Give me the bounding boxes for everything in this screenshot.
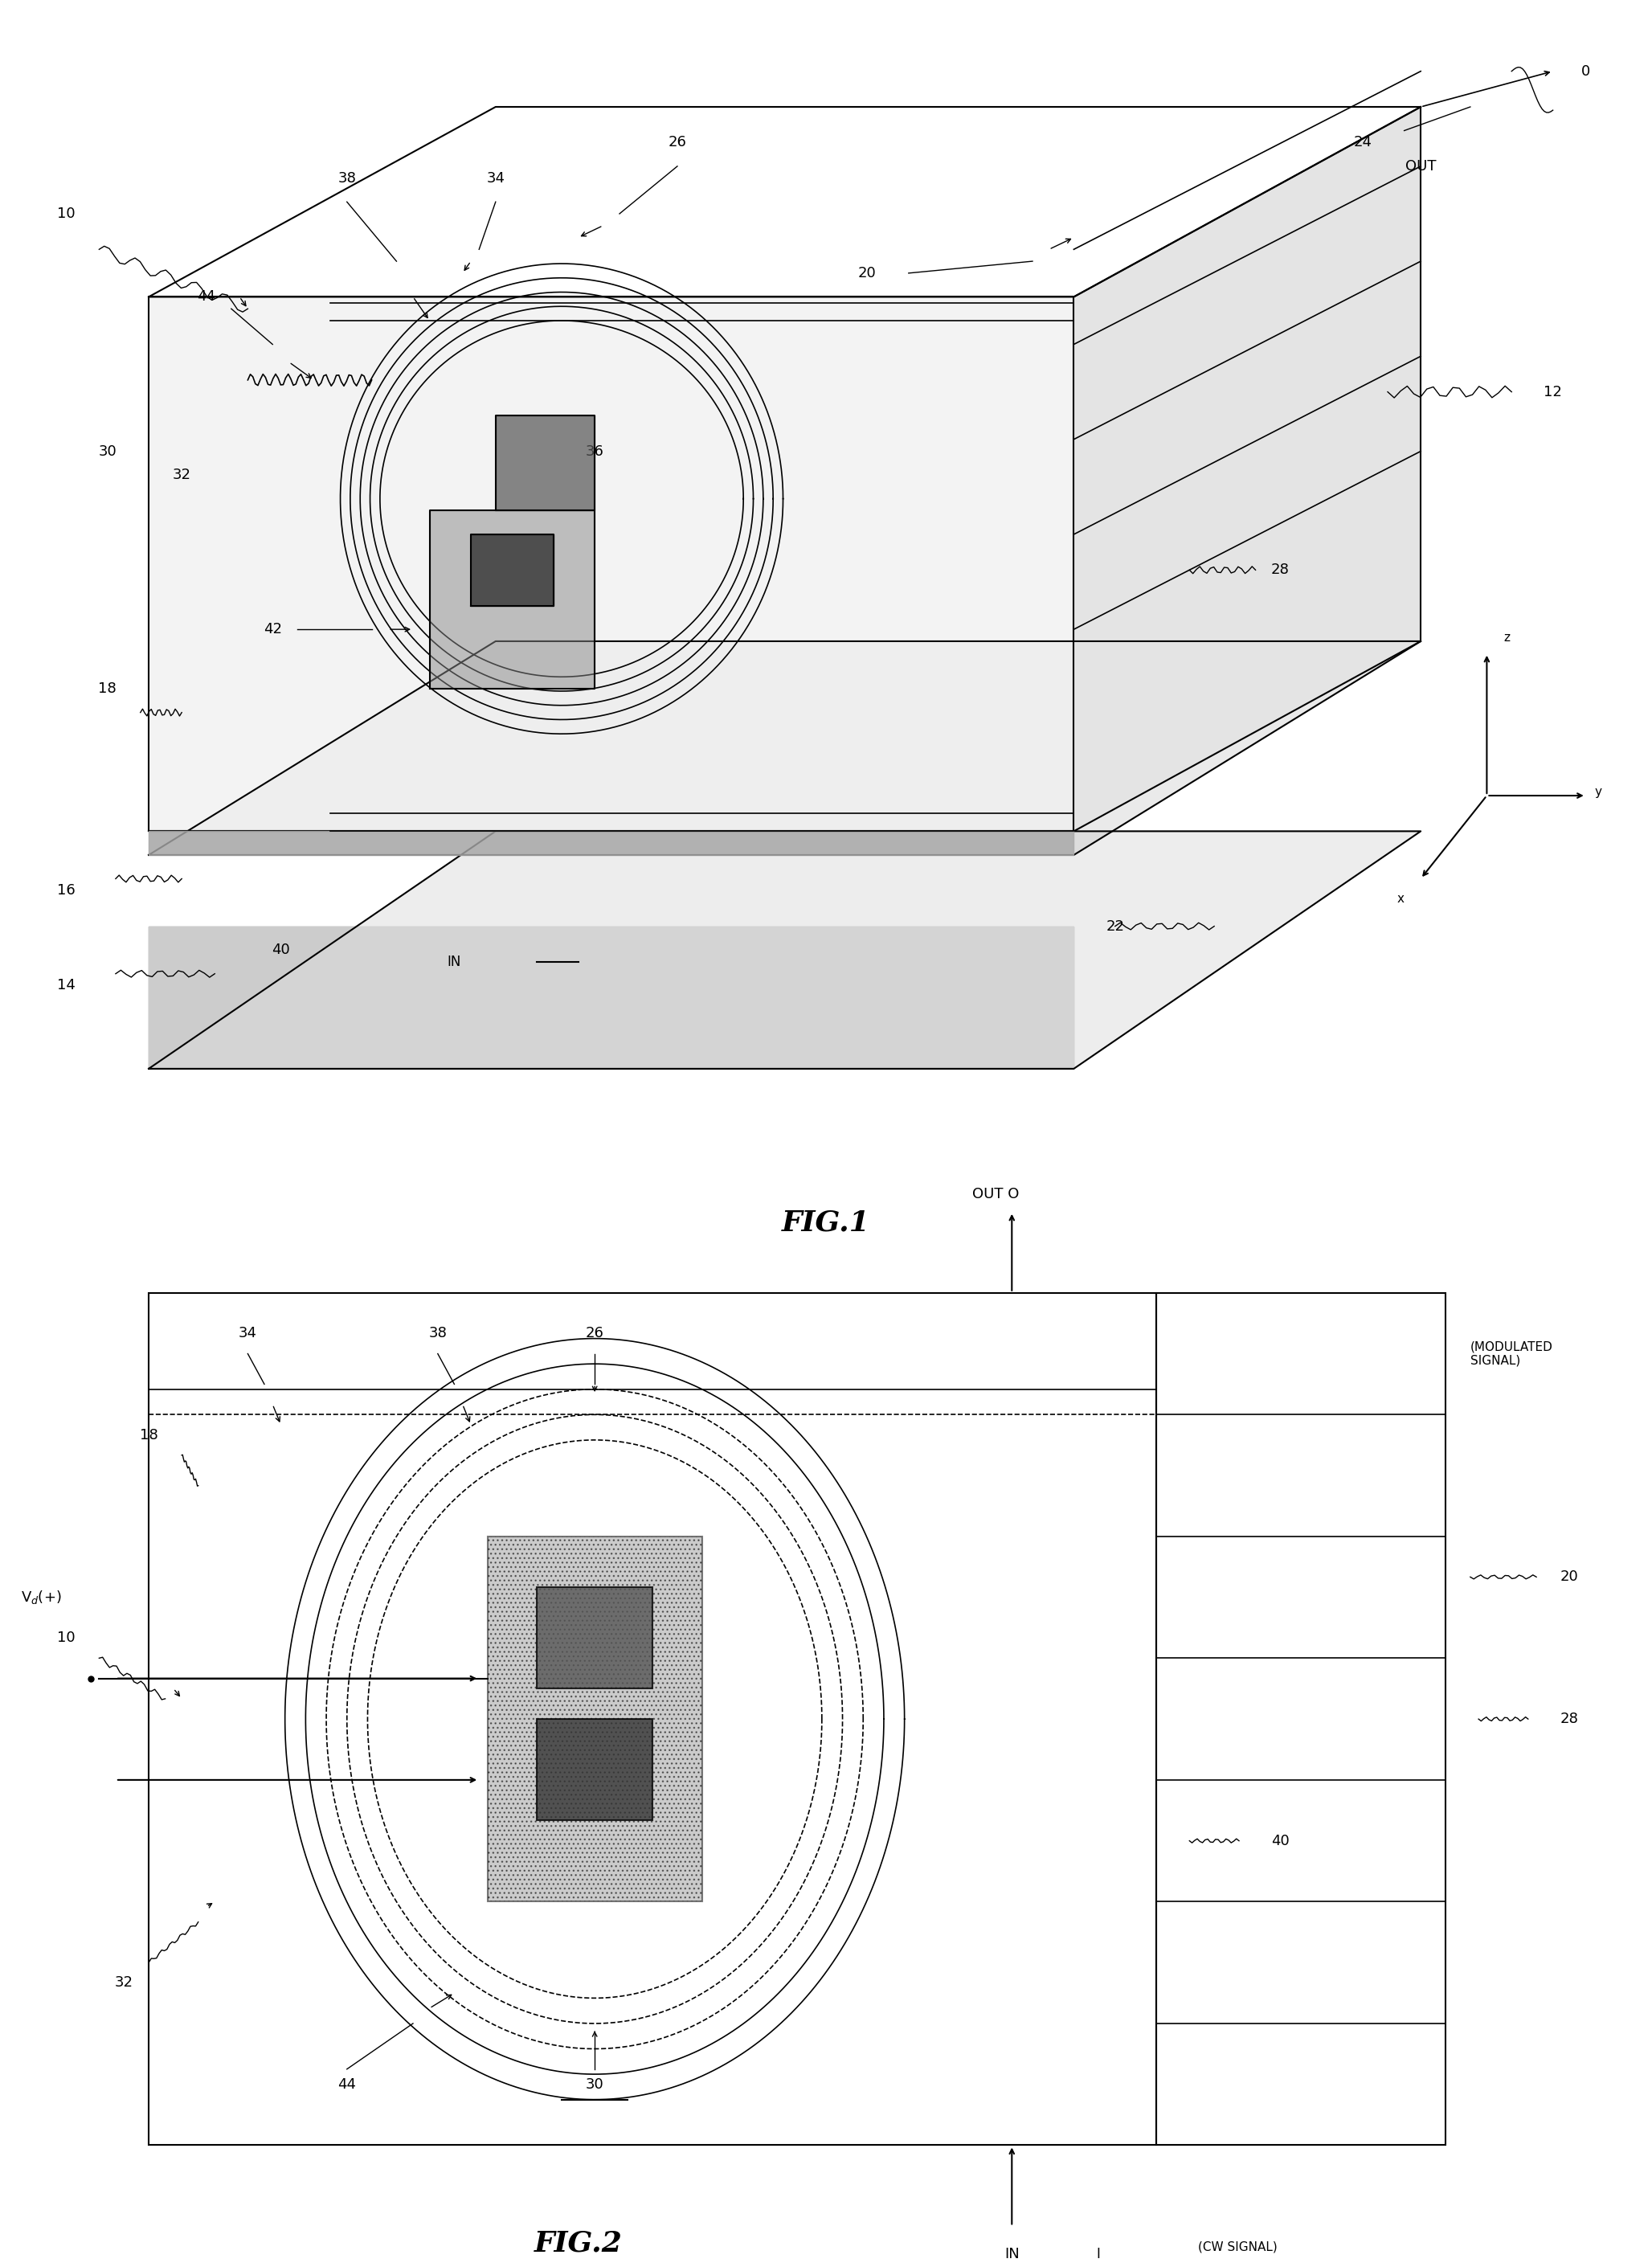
Bar <box>1156 1292 1446 2145</box>
Polygon shape <box>1074 107 1421 642</box>
Text: (CW SIGNAL): (CW SIGNAL) <box>1198 2240 1277 2253</box>
Text: OUT O: OUT O <box>971 1188 1019 1202</box>
Text: 10: 10 <box>56 1630 76 1646</box>
Text: OUT: OUT <box>1406 159 1436 175</box>
Bar <box>149 1292 1156 2145</box>
Text: 28: 28 <box>1559 1712 1579 1725</box>
Text: 36: 36 <box>585 444 605 458</box>
Text: V$_d$(+): V$_d$(+) <box>21 1589 61 1605</box>
Text: I: I <box>1097 2247 1100 2260</box>
Polygon shape <box>149 297 1074 832</box>
Text: 18: 18 <box>139 1428 159 1442</box>
Text: 16: 16 <box>56 884 76 898</box>
Text: 18: 18 <box>97 682 117 696</box>
Text: 40: 40 <box>271 943 291 957</box>
Polygon shape <box>496 415 595 510</box>
Text: 20: 20 <box>1559 1569 1579 1585</box>
Text: FIG.2: FIG.2 <box>534 2228 623 2258</box>
Bar <box>487 1537 702 1902</box>
Text: 34: 34 <box>486 170 506 186</box>
Text: 44: 44 <box>197 290 216 304</box>
Text: 20: 20 <box>857 265 877 281</box>
Text: 38: 38 <box>337 170 357 186</box>
Polygon shape <box>149 832 1074 855</box>
Text: (MODULATED
SIGNAL): (MODULATED SIGNAL) <box>1470 1340 1553 1367</box>
Text: x: x <box>1398 893 1404 905</box>
Text: 10: 10 <box>56 206 76 220</box>
Text: y: y <box>1594 787 1601 798</box>
Text: 26: 26 <box>667 136 687 150</box>
Text: 0: 0 <box>1581 63 1591 79</box>
Polygon shape <box>149 832 1074 855</box>
Text: 38: 38 <box>428 1326 448 1340</box>
Text: 26: 26 <box>585 1326 605 1340</box>
Text: 30: 30 <box>97 444 117 458</box>
Text: 28: 28 <box>1270 562 1290 578</box>
Text: IN: IN <box>448 954 461 968</box>
Polygon shape <box>471 535 553 605</box>
Text: 24: 24 <box>1353 136 1373 150</box>
Polygon shape <box>149 832 1421 1068</box>
Bar <box>537 1718 653 1820</box>
Text: 42: 42 <box>263 621 282 637</box>
Text: 32: 32 <box>114 1975 134 1990</box>
Text: 14: 14 <box>56 979 76 993</box>
Text: FIG.1: FIG.1 <box>781 1208 871 1238</box>
Polygon shape <box>1074 107 1421 832</box>
Bar <box>537 1587 653 1689</box>
Text: 30: 30 <box>585 2077 605 2092</box>
Text: 12: 12 <box>1543 385 1563 399</box>
Polygon shape <box>430 510 595 689</box>
Text: 40: 40 <box>1270 1834 1290 1848</box>
Text: 44: 44 <box>337 2077 357 2092</box>
Text: IN: IN <box>1004 2247 1019 2260</box>
Text: 22: 22 <box>1105 918 1125 934</box>
Polygon shape <box>149 642 1421 855</box>
Text: 34: 34 <box>238 1326 258 1340</box>
Text: z: z <box>1503 632 1510 644</box>
Text: 32: 32 <box>172 467 192 483</box>
